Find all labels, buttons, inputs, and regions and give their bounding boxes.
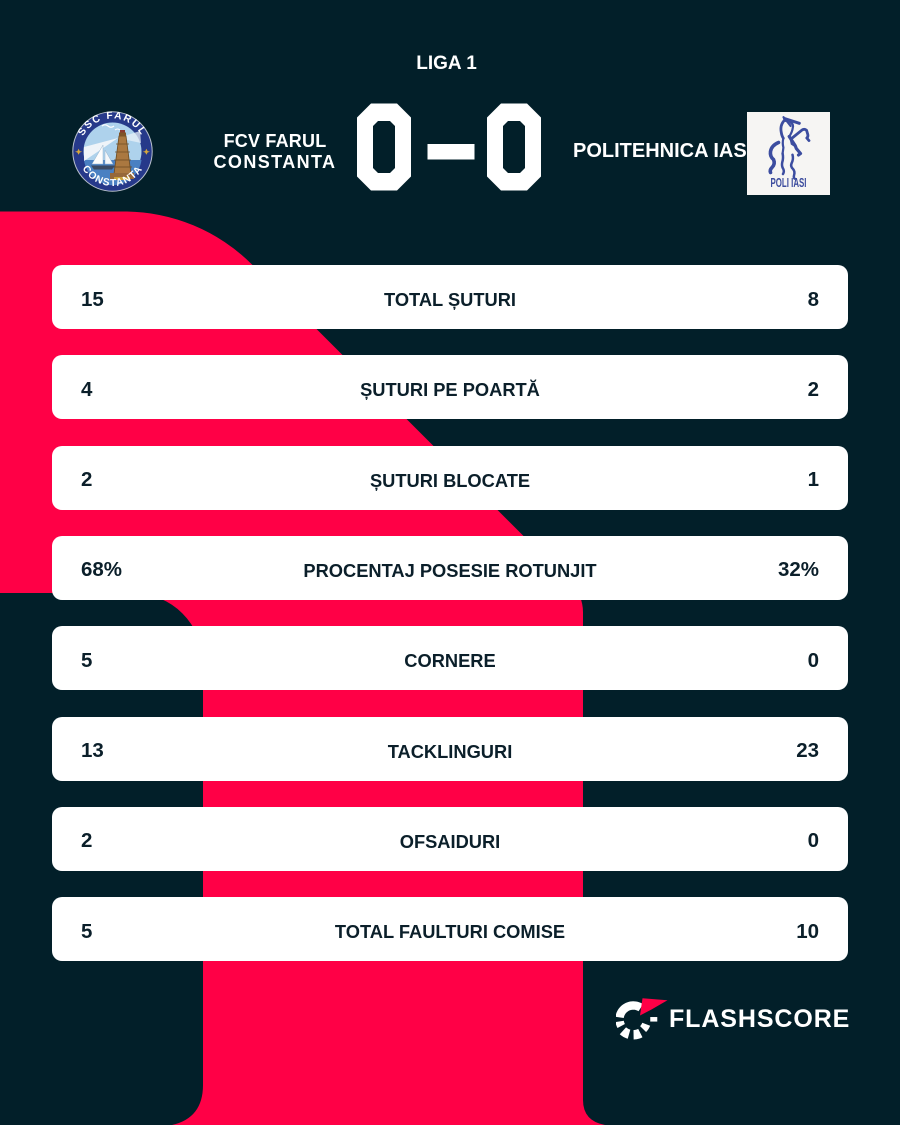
svg-text:POLI IASI: POLI IASI xyxy=(771,175,807,190)
